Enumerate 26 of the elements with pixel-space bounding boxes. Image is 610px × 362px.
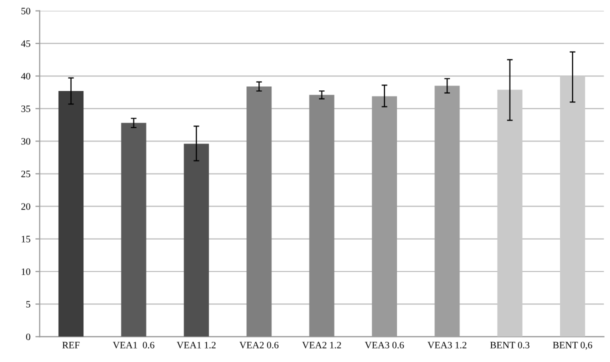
- y-tick-label: 10: [22, 268, 30, 275]
- bar: [246, 86, 272, 337]
- x-tick-label: BENT 0.3: [490, 342, 530, 348]
- bar: [121, 122, 146, 337]
- bar: [184, 144, 209, 337]
- bar: [58, 91, 84, 337]
- x-tick-label: VEA1 0.6: [112, 342, 154, 348]
- y-tick-label: 15: [22, 236, 30, 242]
- x-tick-label: VEA3 1.2: [428, 342, 466, 348]
- y-tick-label: 5: [26, 301, 30, 308]
- y-tick-label: 35: [21, 106, 30, 112]
- y-tick-label: 25: [21, 170, 30, 178]
- y-tick-label: 40: [21, 72, 30, 80]
- bar: [309, 94, 334, 337]
- x-tick-label: VEA3 0.6: [364, 342, 404, 348]
- x-tick-label: VEA1 1.2: [176, 342, 216, 348]
- x-tick-label: VEA2 0.6: [239, 342, 279, 348]
- bar: [560, 76, 586, 337]
- y-tick-label: 50: [21, 8, 30, 14]
- x-tick-label: BENT 0,6: [552, 342, 592, 350]
- x-tick-label: REF: [62, 342, 80, 348]
- y-tick-label: 30: [21, 138, 30, 145]
- y-tick-label: 45: [21, 40, 30, 47]
- x-tick-label: VEA2 1.2: [302, 342, 341, 348]
- y-tick-label: 20: [21, 203, 30, 210]
- y-tick-label: 0: [26, 334, 30, 340]
